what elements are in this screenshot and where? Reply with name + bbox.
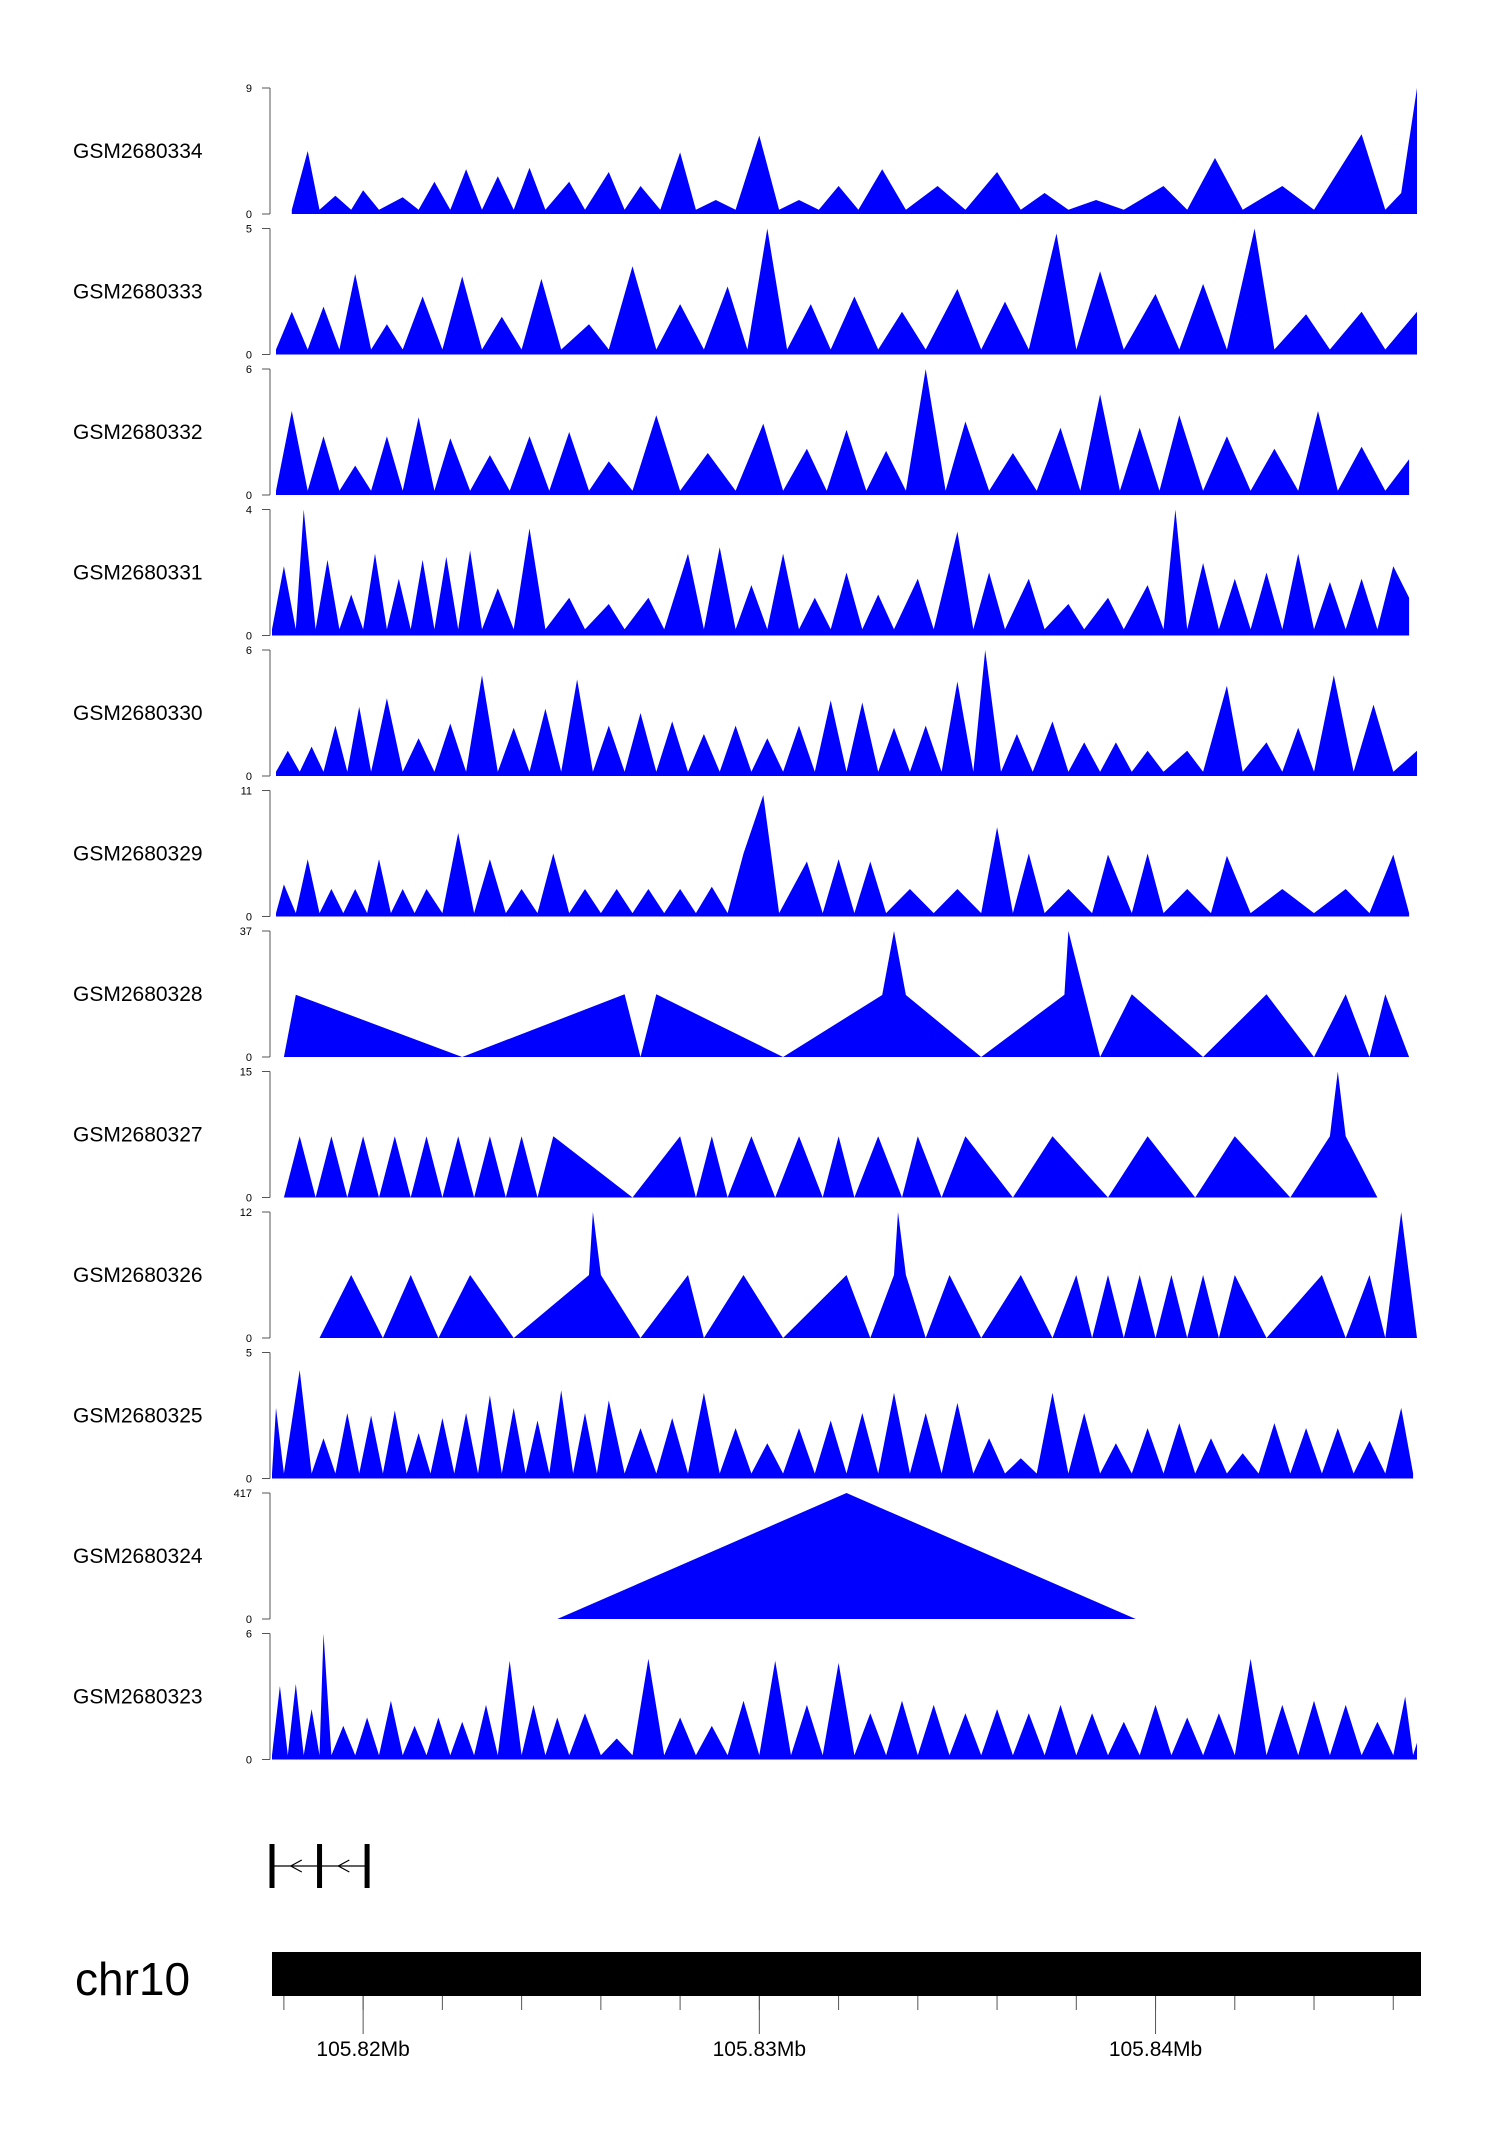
- y-tick-label-min: 0: [246, 490, 252, 502]
- track-label: GSM2680334: [73, 140, 203, 163]
- track-label: GSM2680324: [73, 1545, 203, 1568]
- y-tick-label-min: 0: [246, 209, 252, 221]
- y-tick-label-min: 0: [246, 1614, 252, 1626]
- track-GSM2680327: GSM2680327 15 0: [73, 1067, 1378, 1205]
- gene-exon: [317, 1844, 323, 1888]
- y-tick-label-max: 37: [240, 926, 252, 938]
- track-GSM2680334: GSM2680334 9 0: [73, 83, 1417, 221]
- gene-exon: [364, 1844, 370, 1888]
- track-label: GSM2680323: [73, 1686, 203, 1709]
- chromosome-axis: chr10 105.82Mb 105.83Mb 105.84Mb: [75, 1952, 1421, 2061]
- track-label: GSM2680328: [73, 983, 203, 1006]
- y-tick-label-max: 6: [246, 1629, 252, 1641]
- track-GSM2680329: GSM2680329 11 0: [73, 786, 1410, 924]
- coverage-area: [272, 509, 1410, 636]
- y-tick-label-max: 5: [246, 224, 252, 236]
- coverage-area: [272, 1633, 1417, 1760]
- track-GSM2680324: GSM2680324 417 0: [73, 1488, 1136, 1626]
- chromosome-bar: [272, 1952, 1421, 1996]
- track-label: GSM2680327: [73, 1124, 203, 1147]
- coverage-tracks: GSM268033490GSM268033350GSM268033260GSM2…: [73, 83, 1417, 1767]
- coverage-area: [557, 1493, 1136, 1619]
- strand-arrow: [337, 1859, 350, 1873]
- y-tick-label-max: 9: [246, 83, 252, 95]
- track-GSM2680323: GSM2680323 6 0: [73, 1629, 1417, 1767]
- coverage-area: [291, 88, 1417, 214]
- axis-tick-label: 105.83Mb: [713, 2038, 806, 2061]
- axis-tick-label: 105.82Mb: [316, 2038, 409, 2061]
- coverage-area: [283, 931, 1410, 1057]
- track-label: GSM2680326: [73, 1264, 203, 1287]
- y-tick-label-min: 0: [246, 771, 252, 783]
- chromosome-label: chr10: [75, 1953, 190, 2005]
- track-label: GSM2680329: [73, 843, 203, 866]
- track-GSM2680328: GSM2680328 37 0: [73, 926, 1410, 1064]
- track-label: GSM2680325: [73, 1405, 203, 1428]
- track-GSM2680331: GSM2680331 4 0: [73, 505, 1410, 643]
- track-label: GSM2680333: [73, 281, 203, 304]
- y-tick-label-max: 6: [246, 364, 252, 376]
- track-GSM2680332: GSM2680332 6 0: [73, 364, 1410, 502]
- y-tick-label-min: 0: [246, 1333, 252, 1345]
- y-tick-label-min: 0: [246, 1474, 252, 1486]
- y-tick-label-max: 12: [240, 1207, 252, 1219]
- track-GSM2680333: GSM2680333 5 0: [73, 224, 1417, 362]
- coverage-area: [283, 1071, 1378, 1198]
- coverage-area: [276, 650, 1417, 776]
- track-GSM2680325: GSM2680325 5 0: [73, 1348, 1414, 1486]
- coverage-area: [276, 369, 1410, 495]
- y-tick-label-max: 15: [240, 1067, 252, 1079]
- track-label: GSM2680332: [73, 421, 203, 444]
- y-tick-label-min: 0: [246, 631, 252, 643]
- y-tick-label-max: 6: [246, 645, 252, 657]
- gene-exon: [269, 1844, 275, 1888]
- y-tick-label-max: 5: [246, 1348, 252, 1360]
- axis-tick-label: 105.84Mb: [1109, 2038, 1202, 2061]
- track-label: GSM2680330: [73, 702, 203, 725]
- y-tick-label-min: 0: [246, 350, 252, 362]
- track-GSM2680326: GSM2680326 12 0: [73, 1207, 1417, 1345]
- track-label: GSM2680331: [73, 562, 203, 585]
- y-tick-label-max: 4: [246, 505, 252, 517]
- y-tick-label-max: 417: [234, 1488, 252, 1500]
- coverage-area: [276, 795, 1410, 917]
- y-tick-label-min: 0: [246, 1193, 252, 1205]
- y-tick-label-min: 0: [246, 1755, 252, 1767]
- coverage-area: [319, 1212, 1417, 1338]
- coverage-area: [272, 1370, 1414, 1479]
- strand-arrow: [289, 1859, 303, 1873]
- y-tick-label-max: 11: [241, 786, 252, 798]
- coverage-area: [276, 228, 1417, 355]
- y-tick-label-min: 0: [246, 912, 252, 924]
- track-GSM2680330: GSM2680330 6 0: [73, 645, 1417, 783]
- y-tick-label-min: 0: [246, 1052, 252, 1064]
- gene-model: [269, 1844, 370, 1888]
